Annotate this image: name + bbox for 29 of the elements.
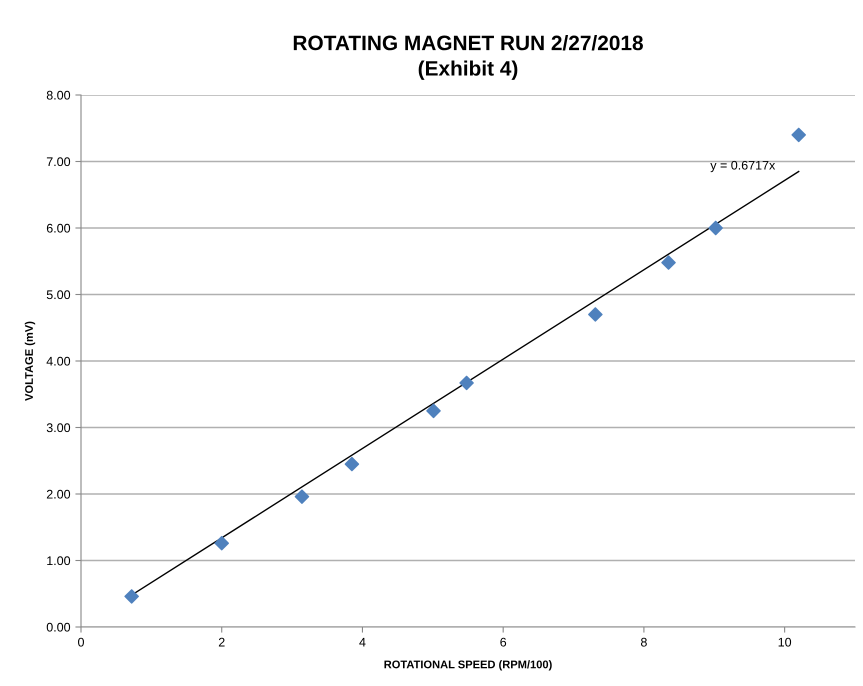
y-tick-label: 1.00: [47, 556, 70, 566]
y-tick-label: 2.00: [46, 490, 70, 499]
point: [214, 536, 230, 550]
x-tick-label: 8: [640, 638, 647, 647]
point: [426, 404, 441, 418]
point: [294, 489, 310, 504]
x-tick-label: 10: [778, 638, 792, 647]
x-axis-title: ROTATIONAL SPEED (RPM/100): [384, 660, 552, 671]
x-tick-label: 0: [78, 638, 84, 647]
y-tick-label: 0.00: [46, 622, 70, 632]
y-tick-label: 5.00: [46, 290, 70, 300]
y-axis-title: VOLTAGE (mV): [24, 322, 36, 401]
x-tick-label: 4: [359, 638, 366, 646]
x-tick-label: 6: [500, 638, 506, 647]
point: [124, 589, 139, 604]
point: [791, 128, 806, 142]
point: [344, 456, 360, 472]
y-tick-label: 8.00: [46, 90, 70, 100]
y-tick-label: 6.00: [46, 224, 70, 233]
y-tick-label: 7.00: [46, 157, 70, 166]
point: [661, 255, 676, 270]
y-tick-label: 3.00: [46, 423, 70, 432]
x-tick-label: 2: [218, 638, 225, 646]
chart-title: ROTATING MAGNET RUN 2/27/2018 (Exhibit 4): [294, 35, 643, 80]
point: [588, 307, 603, 322]
annotation: y = 0.6717x: [710, 160, 776, 172]
y-tick-label: 4.00: [46, 356, 70, 366]
point: [459, 376, 474, 390]
point: [708, 220, 723, 236]
